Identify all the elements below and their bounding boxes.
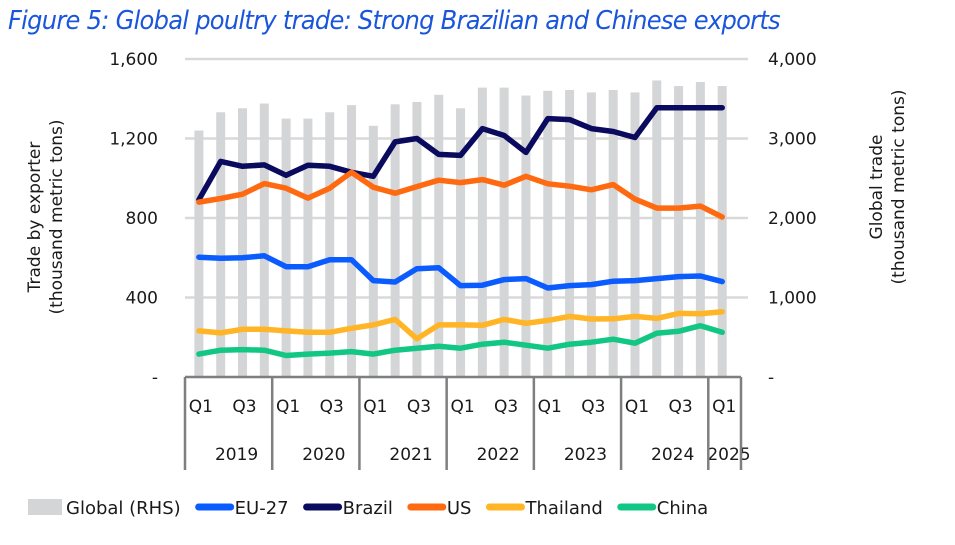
x-quarter-label: Q3 — [668, 397, 692, 417]
bar-global — [390, 104, 400, 377]
y-right-tick-label: - — [768, 368, 774, 388]
legend-label: China — [657, 498, 708, 519]
bar-global — [238, 108, 248, 377]
series-lines — [196, 104, 725, 359]
line-eu-27 — [196, 253, 725, 291]
legend-item-thailand: Thailand — [485, 498, 603, 519]
bar-global — [325, 112, 335, 377]
legend-item-us: US — [407, 498, 472, 519]
y-right-tick-label: 2,000 — [768, 209, 817, 229]
y-axis-left-ticks: - 400 800 1,200 1,600 — [109, 50, 158, 388]
legend-swatch-bar — [28, 499, 62, 515]
x-quarter-label: Q3 — [320, 397, 344, 417]
y-axis-right-label-line1: Global trade — [867, 135, 887, 240]
line-brazil — [196, 104, 725, 203]
legend-item-china: China — [617, 498, 708, 519]
bar-global — [630, 92, 640, 377]
x-year-label: 2021 — [389, 445, 432, 465]
legend-label: Thailand — [524, 498, 602, 519]
bar-global — [586, 92, 596, 377]
bar-global — [608, 90, 618, 377]
x-quarter-label: Q3 — [581, 397, 605, 417]
line-us — [196, 169, 725, 220]
bar-global — [499, 87, 509, 378]
x-quarter-label: Q1 — [450, 397, 474, 417]
bar-global — [434, 94, 444, 378]
y-right-tick-label: 3,000 — [768, 130, 817, 150]
bar-global — [674, 86, 684, 377]
line-thailand — [196, 309, 725, 342]
x-quarter-label: Q3 — [494, 397, 518, 417]
legend-item-global-rhs: Global (RHS) — [28, 498, 181, 519]
legend-item-brazil: Brazil — [303, 498, 393, 519]
x-year-label: 2020 — [302, 445, 345, 465]
bar-global — [281, 118, 291, 377]
x-quarter-label: Q3 — [232, 397, 256, 417]
y-axis-left-label-line2: (thousand metric tons) — [47, 120, 67, 315]
legend-item-eu-27: EU-27 — [195, 498, 289, 519]
x-year-label: 2023 — [564, 445, 607, 465]
gridlines — [185, 57, 748, 299]
bar-global — [456, 108, 466, 377]
bar-global — [216, 112, 226, 377]
y-left-tick-label: 1,200 — [109, 130, 158, 150]
x-year-label: 2019 — [215, 445, 258, 465]
x-year-label: 2024 — [651, 445, 694, 465]
y-right-tick-label: 4,000 — [768, 50, 817, 70]
y-axis-right-ticks: - 1,000 2,000 3,000 4,000 — [768, 50, 817, 388]
x-year-label: 2022 — [477, 445, 520, 465]
legend-label: US — [447, 498, 472, 519]
global-bars — [194, 80, 727, 378]
legend-label: Global (RHS) — [66, 498, 181, 519]
y-axis-right-label-line2: (thousand metric tons) — [889, 90, 909, 285]
chart-title: Figure 5: Global poultry trade: Strong B… — [8, 6, 781, 36]
x-quarter-label: Q1 — [363, 397, 387, 417]
bar-global — [347, 105, 357, 378]
legend-label: Brazil — [343, 498, 393, 519]
bar-global — [543, 90, 553, 378]
bar-global — [194, 130, 204, 377]
bar-global — [695, 82, 705, 378]
bar-global — [477, 87, 487, 378]
legend-label: EU-27 — [235, 498, 289, 519]
x-quarter-label: Q3 — [407, 397, 431, 417]
y-right-tick-label: 1,000 — [768, 289, 817, 309]
bar-global — [565, 90, 575, 377]
line-china — [196, 322, 725, 359]
x-quarter-label: Q1 — [712, 397, 736, 417]
bar-global — [521, 95, 531, 377]
bar-global — [652, 80, 662, 377]
bar-global — [717, 86, 727, 377]
y-left-tick-label: 400 — [126, 289, 158, 309]
bar-global — [259, 103, 269, 378]
x-year-label: 2025 — [707, 445, 750, 465]
x-quarter-label: Q1 — [538, 397, 562, 417]
x-quarter-label: Q1 — [276, 397, 300, 417]
bar-global — [303, 118, 313, 377]
x-axis: Q1 Q3 Q1 Q3 Q1 Q3 Q1 Q3 Q1 Q3 Q1 Q3 Q1 2019 2020 2021 20… — [183, 375, 751, 470]
legend: Global (RHS) EU-27 Brazil US Thailand China — [28, 498, 708, 519]
bar-global — [412, 101, 422, 378]
bar-global — [368, 125, 378, 377]
y-left-tick-label: - — [152, 368, 158, 388]
x-quarter-label: Q1 — [625, 397, 649, 417]
x-quarter-label: Q1 — [189, 397, 213, 417]
y-left-tick-label: 1,600 — [109, 50, 158, 70]
y-axis-left-label-line1: Trade by exporter — [25, 142, 45, 294]
y-left-tick-label: 800 — [126, 209, 158, 229]
